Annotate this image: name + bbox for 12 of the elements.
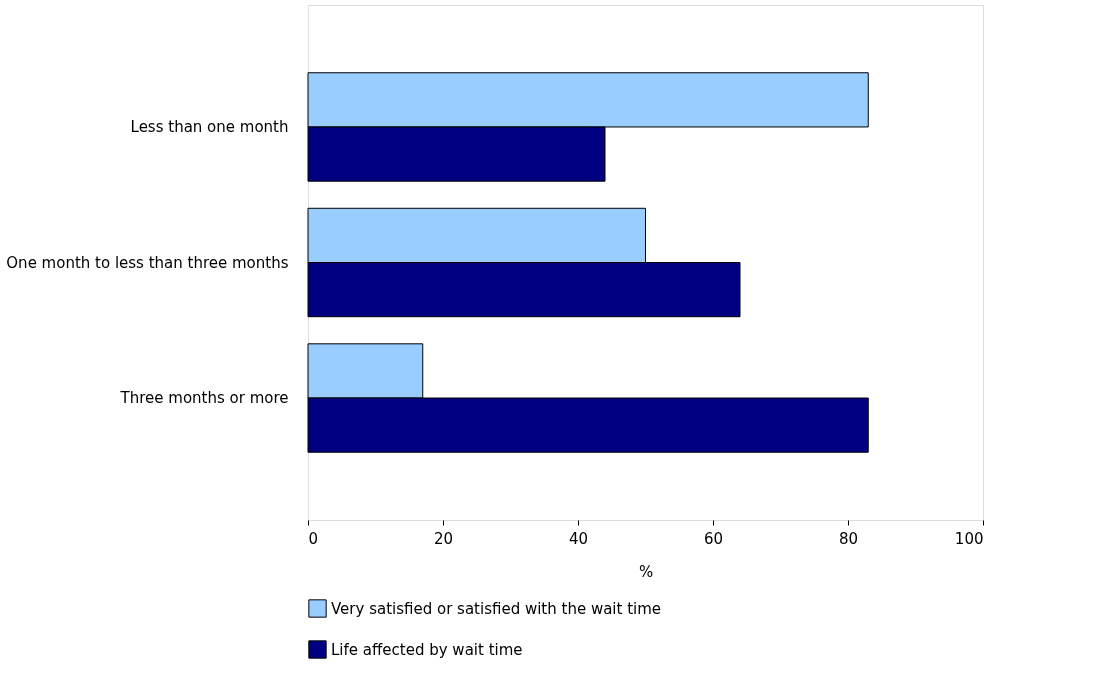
x-tick-label: 80 bbox=[838, 529, 859, 548]
legend-label: Very satisfied or satisfied with the wait time bbox=[331, 599, 662, 618]
x-tick-label: 100 bbox=[954, 529, 984, 548]
x-tick-label: 40 bbox=[568, 529, 589, 548]
x-axis-title: % bbox=[638, 562, 654, 581]
legend-label: Life affected by wait time bbox=[331, 640, 523, 659]
x-tick-label: 0 bbox=[308, 529, 319, 548]
y-tick-label: One month to less than three months bbox=[6, 253, 289, 272]
y-tick-label: Less than one month bbox=[130, 117, 289, 136]
y-tick-label: Three months or more bbox=[119, 389, 289, 408]
x-tick-label: 60 bbox=[703, 529, 724, 548]
x-tick-label: 20 bbox=[433, 529, 454, 548]
